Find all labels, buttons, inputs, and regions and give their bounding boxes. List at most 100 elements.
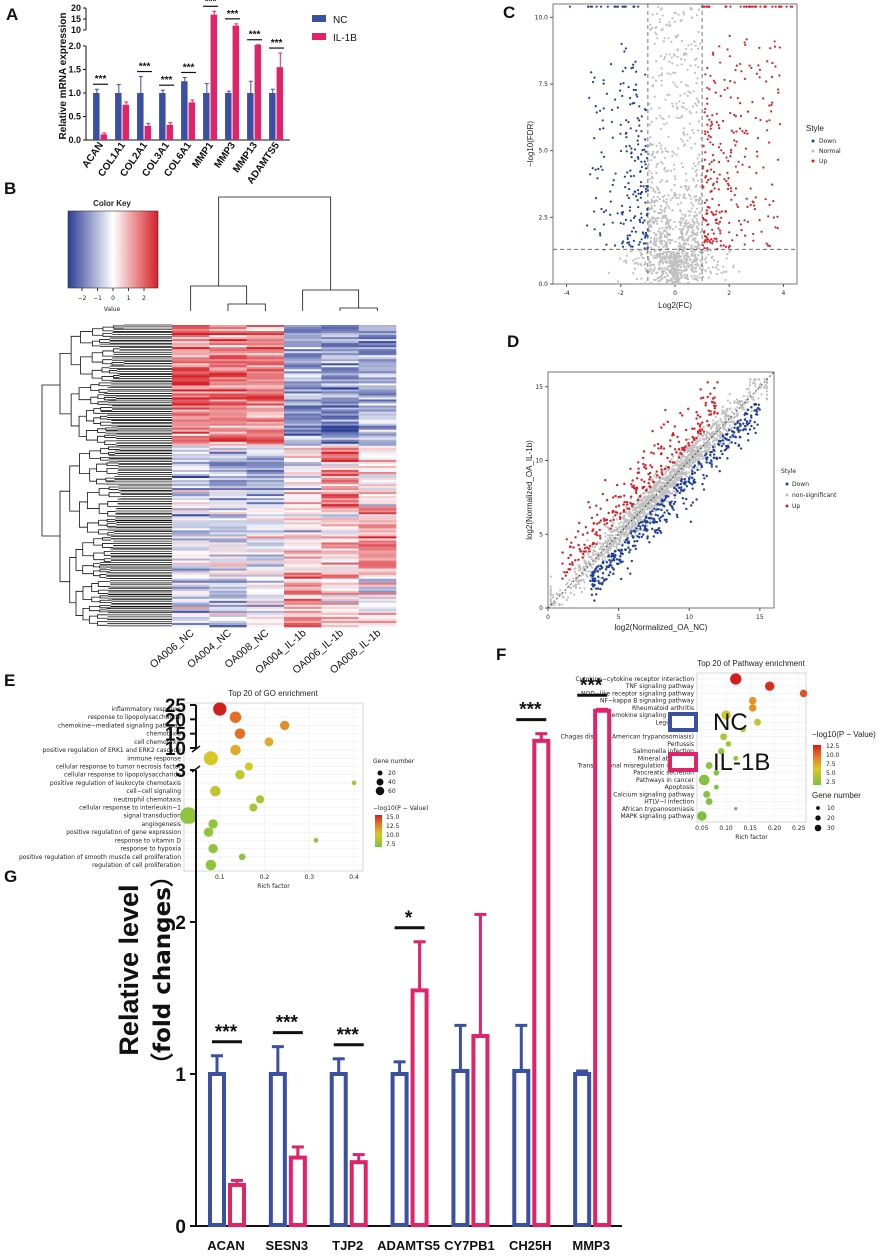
volcano-point xyxy=(640,115,643,118)
volcano-point xyxy=(670,253,673,256)
volcano-point xyxy=(672,269,676,272)
volcano-point xyxy=(653,204,656,207)
heatmap-cell xyxy=(284,393,322,396)
volcano-point xyxy=(657,280,660,283)
heatmap-cell xyxy=(321,600,359,604)
scatter-point xyxy=(625,511,628,515)
volcano-point-up xyxy=(774,65,777,68)
volcano-point xyxy=(677,13,680,16)
volcano-point-up xyxy=(734,115,737,118)
volcano-point xyxy=(658,197,661,201)
scatter-point-up xyxy=(700,397,703,400)
volcano-point xyxy=(693,221,696,224)
row-dendrogram xyxy=(90,396,98,404)
heatmap-cell xyxy=(172,387,210,390)
volcano-point xyxy=(665,53,668,56)
scatter-point-up xyxy=(642,450,646,453)
scatter-point xyxy=(664,481,667,485)
heatmap-cell xyxy=(172,574,210,577)
row-dendrogram xyxy=(100,415,108,420)
volcano-point xyxy=(681,165,685,169)
volcano-point xyxy=(632,272,635,275)
volcano-point xyxy=(671,105,675,108)
volcano-point xyxy=(661,217,664,220)
heatmap-cell xyxy=(246,580,285,584)
scatter-point-up xyxy=(687,407,690,411)
heatmap-cell xyxy=(246,369,285,372)
volcano-point xyxy=(637,157,640,160)
plot-frame xyxy=(547,371,775,609)
volcano-point xyxy=(693,253,697,256)
volcano-point-up xyxy=(715,112,718,115)
volcano-point-up xyxy=(736,171,739,174)
heatmap-cell xyxy=(284,484,322,487)
heatmap-cell xyxy=(284,467,322,471)
scatter-point-up xyxy=(660,470,663,474)
volcano-point xyxy=(675,248,678,251)
row-dendrogram xyxy=(69,557,77,604)
heatmap-cell xyxy=(321,449,359,453)
volcano-point-down xyxy=(639,169,642,173)
color-key-tick-label: 0 xyxy=(111,295,115,302)
volcano-point-up xyxy=(705,170,709,173)
volcano-point xyxy=(653,250,656,253)
volcano-point xyxy=(687,243,690,246)
volcano-point xyxy=(600,151,603,154)
volcano-point-up xyxy=(749,203,752,207)
scatter-point-up xyxy=(650,466,654,469)
volcano-point xyxy=(646,246,649,250)
scatter-point xyxy=(601,554,604,558)
scatter-point xyxy=(577,582,580,586)
row-dendrogram xyxy=(106,519,116,523)
heatmap-cell xyxy=(172,361,210,364)
scatter-point xyxy=(691,460,694,464)
scatter-point-up xyxy=(648,485,652,488)
scatter-point xyxy=(585,561,588,564)
heatmap-cell xyxy=(358,500,397,503)
scatter-point-up xyxy=(565,571,569,574)
volcano-point xyxy=(690,16,693,19)
volcano-point xyxy=(680,263,683,266)
volcano-point xyxy=(707,276,710,279)
scatter-point-up xyxy=(701,396,705,399)
scatter-point xyxy=(628,510,631,514)
heatmap-cell xyxy=(284,516,322,519)
row-dendrogram xyxy=(99,599,112,604)
volcano-point-up xyxy=(746,220,749,223)
scatter-point xyxy=(765,381,769,385)
volcano-point xyxy=(691,269,694,272)
heatmap-cell xyxy=(209,590,247,594)
scatter-point xyxy=(591,551,594,554)
heatmap-cell xyxy=(246,548,285,551)
volcano-point xyxy=(702,275,705,278)
scatter-point xyxy=(694,459,697,463)
heatmap-cell xyxy=(321,486,359,489)
heatmap-cell xyxy=(172,502,210,505)
scatter-point-up xyxy=(670,453,674,456)
volcano-point xyxy=(640,165,644,169)
heatmap-cell xyxy=(246,335,285,338)
scatter-point xyxy=(643,495,646,499)
volcano-point xyxy=(650,107,653,110)
volcano-point-down xyxy=(568,5,572,8)
volcano-point xyxy=(658,141,661,145)
y-tick-label: 2.0 xyxy=(68,41,81,51)
scatter-point-up xyxy=(598,521,601,524)
heatmap-cell xyxy=(321,451,359,455)
scatter-point xyxy=(632,507,635,511)
scatter-point xyxy=(637,510,640,513)
volcano-point xyxy=(690,48,693,51)
heatmap-cell xyxy=(321,337,359,340)
row-dendrogram xyxy=(107,511,116,517)
volcano-point xyxy=(619,257,622,260)
heatmap-cell xyxy=(209,622,247,626)
scatter-point xyxy=(592,553,595,557)
heatmap-cell xyxy=(284,514,322,517)
panel-label-b: B xyxy=(4,179,16,198)
heatmap-cell xyxy=(321,614,359,618)
heatmap-cell xyxy=(209,377,247,380)
volcano-point xyxy=(667,24,670,27)
volcano-point xyxy=(660,67,663,70)
volcano-point xyxy=(727,159,730,163)
x-axis-label: Log2(FC) xyxy=(658,301,692,310)
